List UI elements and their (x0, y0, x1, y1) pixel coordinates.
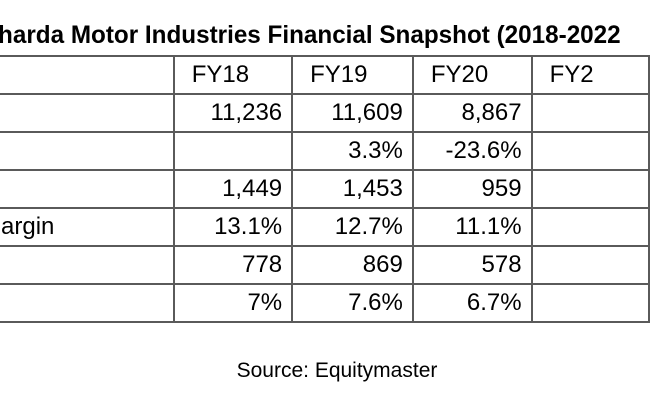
table-cell: 11.1% (411, 207, 533, 247)
table-cell: 7.6% (291, 283, 414, 323)
table-cell (530, 283, 650, 323)
row-label-cell (0, 245, 175, 285)
header-cell-fy21: FY2 (530, 55, 650, 95)
table-cell: 3.3% (291, 131, 414, 171)
row-label-cell (0, 283, 175, 323)
page-title: harda Motor Industries Financial Snapsho… (0, 21, 621, 49)
header-cell-fy20: FY20 (411, 55, 533, 95)
table-cell: -23.6% (411, 131, 533, 171)
table-cell: 869 (291, 245, 414, 285)
table-row: argin 13.1% 12.7% 11.1% (0, 207, 650, 247)
table-cell: 578 (411, 245, 533, 285)
table-cell: 12.7% (291, 207, 414, 247)
table-cell: 13.1% (172, 207, 294, 247)
row-label-cell (0, 169, 175, 209)
table-cell (530, 245, 650, 285)
table-cell (530, 169, 650, 209)
table-cell (530, 131, 650, 171)
row-label-cell-margin: argin (0, 207, 175, 247)
table-cell: 7% (172, 283, 294, 323)
table-cell: 1,453 (291, 169, 414, 209)
header-cell-fy19: FY19 (291, 55, 414, 95)
table-cell: 8,867 (411, 93, 533, 133)
table-cell (530, 207, 650, 247)
table-row: 778 869 578 (0, 245, 650, 285)
table-cell: 6.7% (411, 283, 533, 323)
table-cell (530, 93, 650, 133)
table-cell: 11,236 (172, 93, 294, 133)
table-cell: 11,609 (291, 93, 414, 133)
table-row: 1,449 1,453 959 (0, 169, 650, 209)
financial-table-wrap: FY18 FY19 FY20 FY2 11,236 11,609 8,867 (0, 55, 650, 323)
header-row: FY18 FY19 FY20 FY2 (0, 55, 650, 95)
header-cell-fy18: FY18 (172, 55, 294, 95)
header-cell-metric (0, 55, 175, 95)
row-label-cell (0, 93, 175, 133)
table-cell: 778 (172, 245, 294, 285)
table-row: 3.3% -23.6% (0, 131, 650, 171)
table-cell (172, 131, 294, 171)
table-cell: 959 (411, 169, 533, 209)
row-label-cell (0, 131, 175, 171)
table-cell: 1,449 (172, 169, 294, 209)
table-row: 7% 7.6% 6.7% (0, 283, 650, 323)
table-row: 11,236 11,609 8,867 (0, 93, 650, 133)
source-attribution: Source: Equitymaster (236, 359, 438, 382)
financial-table: FY18 FY19 FY20 FY2 11,236 11,609 8,867 (0, 55, 650, 323)
